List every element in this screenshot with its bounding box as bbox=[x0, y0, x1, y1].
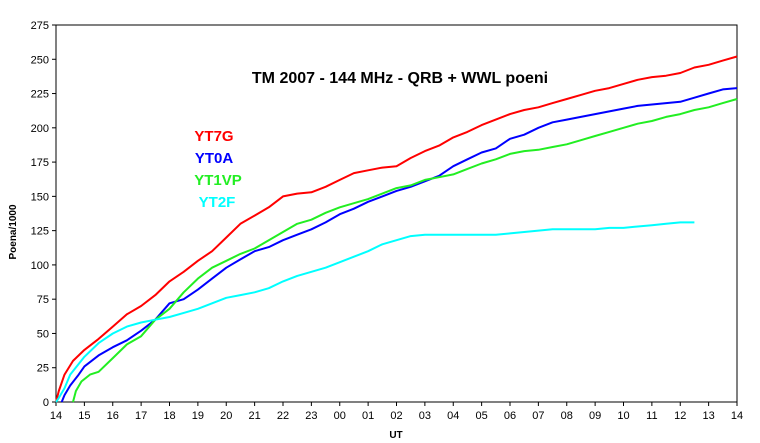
y-axis: 0 25 50 75 100 125 150 175 200 225 250 275 bbox=[31, 20, 56, 409]
y-tick-label: 225 bbox=[31, 89, 49, 101]
x-tick-label: 08 bbox=[561, 410, 573, 422]
x-tick-label: 14 bbox=[731, 410, 743, 422]
y-tick-label: 25 bbox=[37, 363, 49, 375]
y-tick-label: 50 bbox=[37, 328, 49, 340]
legend: YT7G YT0A YT1VP YT2F bbox=[194, 128, 242, 211]
legend-label-yt7g: YT7G bbox=[194, 128, 233, 145]
chart-title: TM 2007 - 144 MHz - QRB + WWL poeni bbox=[252, 70, 548, 87]
x-tick-label: 12 bbox=[674, 410, 686, 422]
y-tick-label: 150 bbox=[31, 191, 49, 203]
x-axis: 14 15 16 17 18 19 20 21 22 23 00 01 02 03 04 05 06 07 08 09… bbox=[50, 402, 743, 422]
series-line-yt2f bbox=[55, 221, 695, 403]
x-tick-label: 07 bbox=[532, 410, 544, 422]
x-tick-label: 04 bbox=[447, 410, 459, 422]
y-axis-title: Poena/1000 bbox=[8, 204, 19, 259]
x-tick-label: 06 bbox=[504, 410, 516, 422]
series-line-yt0a bbox=[60, 87, 738, 403]
legend-label-yt1vp: YT1VP bbox=[194, 172, 242, 189]
x-tick-label: 00 bbox=[334, 410, 346, 422]
legend-label-yt2f: YT2F bbox=[199, 194, 236, 211]
x-tick-label: 14 bbox=[50, 410, 62, 422]
x-tick-label: 21 bbox=[249, 410, 261, 422]
y-tick-label: 0 bbox=[43, 397, 49, 409]
x-tick-label: 17 bbox=[135, 410, 147, 422]
x-axis-title: UT bbox=[389, 430, 402, 441]
x-tick-label: 13 bbox=[703, 410, 715, 422]
x-tick-label: 03 bbox=[419, 410, 431, 422]
y-tick-label: 175 bbox=[31, 157, 49, 169]
x-tick-label: 18 bbox=[163, 410, 175, 422]
x-tick-label: 02 bbox=[390, 410, 402, 422]
x-tick-label: 10 bbox=[617, 410, 629, 422]
y-tick-label: 275 bbox=[31, 20, 49, 32]
x-tick-label: 20 bbox=[220, 410, 232, 422]
y-tick-label: 200 bbox=[31, 123, 49, 135]
plot-area bbox=[55, 24, 738, 403]
x-tick-label: 11 bbox=[646, 410, 657, 422]
legend-label-yt0a: YT0A bbox=[195, 150, 234, 167]
series-line-yt7g bbox=[55, 55, 738, 403]
x-tick-label: 22 bbox=[277, 410, 289, 422]
x-tick-label: 05 bbox=[476, 410, 488, 422]
y-tick-label: 100 bbox=[31, 260, 49, 272]
y-tick-label: 75 bbox=[37, 294, 49, 306]
series-line-yt1vp bbox=[72, 98, 738, 403]
x-tick-label: 19 bbox=[192, 410, 204, 422]
x-tick-label: 09 bbox=[589, 410, 601, 422]
y-tick-label: 125 bbox=[31, 226, 49, 238]
x-tick-label: 23 bbox=[305, 410, 317, 422]
x-tick-label: 01 bbox=[362, 410, 374, 422]
y-tick-label: 250 bbox=[31, 54, 49, 66]
x-tick-label: 16 bbox=[107, 410, 119, 422]
series-layer bbox=[55, 55, 738, 403]
x-tick-label: 15 bbox=[78, 410, 90, 422]
